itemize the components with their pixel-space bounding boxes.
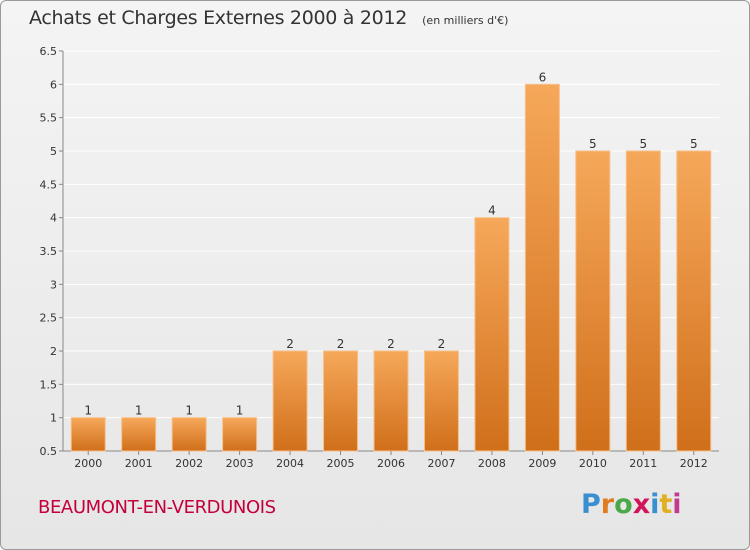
x-tick-label-2007: 2007 bbox=[427, 457, 455, 470]
data-label-2001: 1 bbox=[135, 404, 143, 418]
x-tick-label-2011: 2011 bbox=[629, 457, 657, 470]
x-tick-label-2010: 2010 bbox=[579, 457, 607, 470]
y-tick-label: 4 bbox=[50, 212, 57, 225]
data-label-2012: 5 bbox=[690, 137, 698, 151]
x-tick-label-2006: 2006 bbox=[377, 457, 405, 470]
y-tick-label: 1.5 bbox=[40, 378, 58, 391]
logo-letter: i bbox=[650, 489, 660, 520]
data-label-2000: 1 bbox=[84, 404, 92, 418]
y-tick-label: 2.5 bbox=[40, 312, 58, 325]
chart-subtitle: (en milliers d'€) bbox=[422, 14, 509, 27]
data-label-2002: 1 bbox=[185, 404, 193, 418]
x-tick-label-2000: 2000 bbox=[74, 457, 102, 470]
y-tick-label: 2 bbox=[50, 345, 57, 358]
bar-2002 bbox=[171, 417, 207, 452]
x-tick-label-2004: 2004 bbox=[276, 457, 304, 470]
bar-2010 bbox=[575, 150, 611, 452]
x-tick-label-2001: 2001 bbox=[125, 457, 153, 470]
bar-2012 bbox=[676, 150, 712, 452]
data-label-2011: 5 bbox=[639, 137, 647, 151]
data-label-2007: 2 bbox=[438, 337, 446, 351]
bar-2006 bbox=[373, 350, 409, 452]
commune-name: BEAUMONT-EN-VERDUNOIS bbox=[38, 497, 276, 518]
logo-letter: t bbox=[659, 489, 673, 520]
logo-letter: i bbox=[672, 489, 682, 520]
logo-letter: P bbox=[581, 489, 601, 520]
data-label-2009: 6 bbox=[539, 70, 547, 84]
y-tick-label: 0.5 bbox=[40, 445, 58, 458]
y-tick-label: 5 bbox=[50, 145, 57, 158]
data-label-2003: 1 bbox=[236, 404, 244, 418]
logo-letter: r bbox=[600, 489, 615, 520]
bar-2003 bbox=[222, 417, 258, 452]
bar-2004 bbox=[272, 350, 308, 452]
x-tick-label-2002: 2002 bbox=[175, 457, 203, 470]
bar-2007 bbox=[423, 350, 459, 452]
y-tick-label: 3.5 bbox=[40, 245, 58, 258]
x-tick-label-2003: 2003 bbox=[226, 457, 254, 470]
data-label-2005: 2 bbox=[337, 337, 345, 351]
x-tick-label-2009: 2009 bbox=[528, 457, 556, 470]
y-tick-label: 3 bbox=[50, 278, 57, 291]
x-tick-label-2012: 2012 bbox=[680, 457, 708, 470]
bar-2005 bbox=[323, 350, 359, 452]
data-label-2006: 2 bbox=[387, 337, 395, 351]
proxiti-logo: Proxiti bbox=[581, 489, 682, 520]
data-label-2004: 2 bbox=[286, 337, 294, 351]
data-label-2008: 4 bbox=[488, 204, 496, 218]
title-bar: Achats et Charges Externes 2000 à 2012 (… bbox=[29, 7, 508, 29]
y-tick-label: 4.5 bbox=[40, 178, 58, 191]
logo-letter: o bbox=[614, 489, 633, 520]
bar-2001 bbox=[121, 417, 157, 452]
y-tick-label: 5.5 bbox=[40, 112, 58, 125]
x-tick-label-2008: 2008 bbox=[478, 457, 506, 470]
logo-letter: x bbox=[632, 489, 651, 520]
bar-2011 bbox=[625, 150, 661, 452]
x-tick-label-2005: 2005 bbox=[327, 457, 355, 470]
y-tick-label: 1 bbox=[50, 412, 57, 425]
chart-title: Achats et Charges Externes 2000 à 2012 bbox=[29, 7, 408, 29]
bar-2009 bbox=[524, 83, 560, 452]
data-label-2010: 5 bbox=[589, 137, 597, 151]
y-tick-label: 6.5 bbox=[40, 45, 58, 58]
bar-2000 bbox=[70, 417, 106, 452]
bar-2008 bbox=[474, 217, 510, 452]
y-tick-label: 6 bbox=[50, 78, 57, 91]
